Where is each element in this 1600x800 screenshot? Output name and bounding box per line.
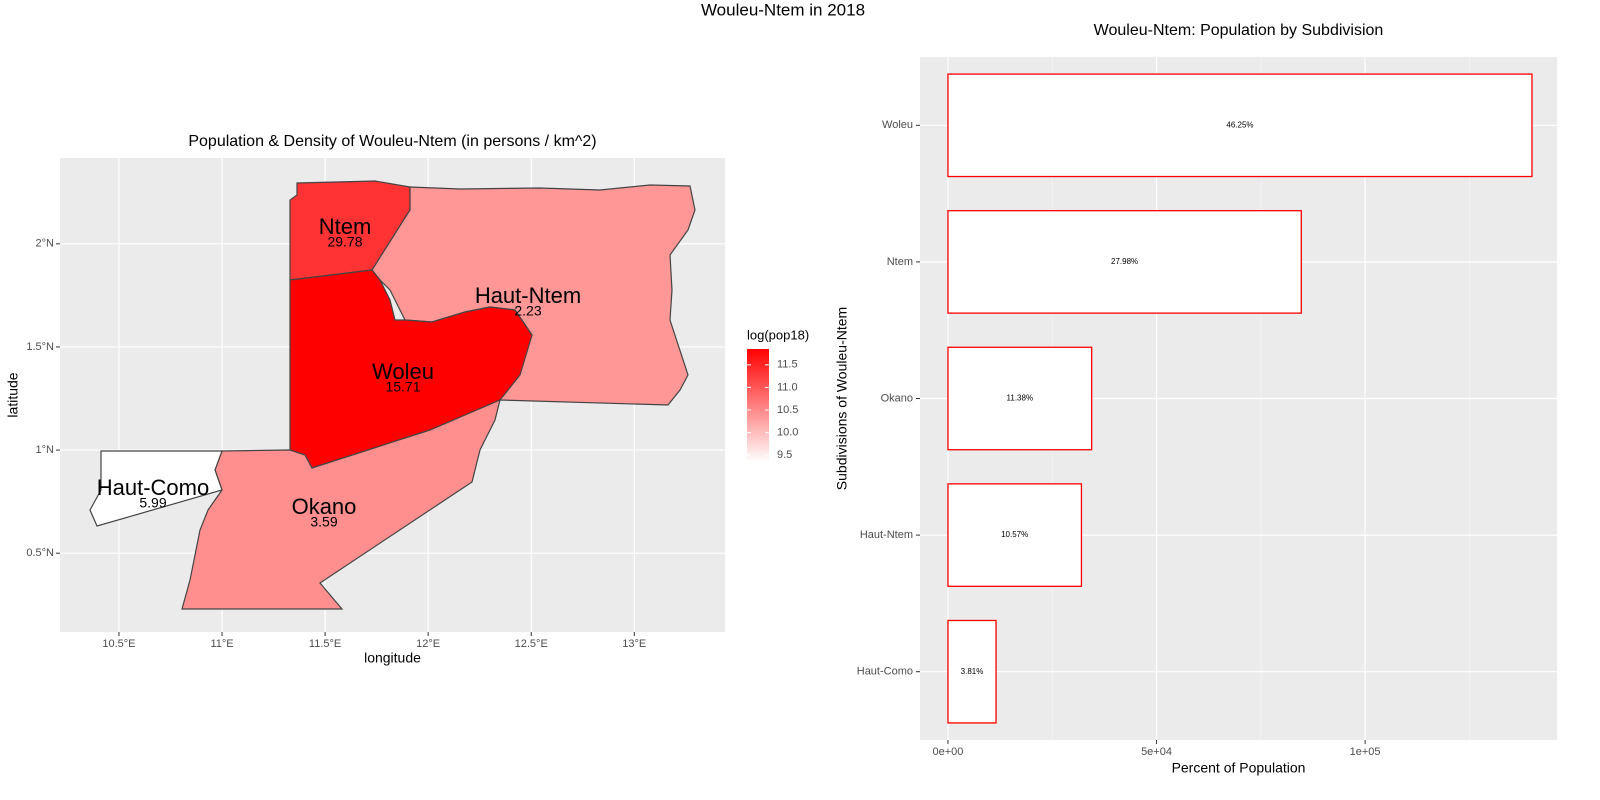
- region-density: 15.71: [385, 379, 420, 395]
- bar: [947, 210, 1302, 314]
- x-axis-label: longitude: [364, 650, 421, 666]
- x-tick-label: 11.5°E: [309, 638, 341, 650]
- region: [89, 450, 223, 527]
- y-tick-label: Woleu: [882, 119, 913, 131]
- x-tick-label: 10.5°E: [102, 638, 135, 650]
- y-axis-label: latitude: [5, 372, 21, 417]
- y-tick-label: 2°N: [36, 238, 55, 250]
- legend-tick-label: 10.0: [777, 427, 798, 439]
- figure-title: Wouleu-Ntem in 2018: [701, 0, 865, 19]
- x-tick-label: 13°E: [622, 638, 646, 650]
- x-tick-label: 12°E: [416, 638, 440, 650]
- y-tick-label: Okano: [881, 392, 913, 404]
- bar-label: 11.38%: [1007, 394, 1034, 403]
- region-name: Woleu: [372, 359, 434, 384]
- legend-colorbar: [747, 349, 769, 462]
- region-density: 29.78: [327, 234, 362, 250]
- bar: [947, 483, 1083, 587]
- region-density: 3.59: [310, 514, 337, 530]
- x-tick-label: 12.5°E: [515, 638, 548, 650]
- region-name: Okano: [292, 494, 357, 519]
- bar: [947, 73, 1533, 178]
- region-name: Haut-Ntem: [475, 283, 581, 308]
- region: [181, 398, 501, 610]
- x-tick-label: 11°E: [210, 638, 233, 650]
- legend-tick-label: 11.5: [777, 359, 798, 371]
- x-tick-label: 5e+04: [1141, 746, 1172, 758]
- bar-label: 3.81%: [961, 667, 984, 676]
- region: [371, 184, 696, 406]
- map-title: Population & Density of Wouleu-Ntem (in …: [188, 133, 596, 150]
- x-tick-label: 0e+00: [932, 746, 963, 758]
- bar-label: 10.57%: [1001, 530, 1028, 539]
- region-name: Haut-Como: [97, 475, 209, 500]
- y-tick-label: 0.5°N: [26, 547, 54, 559]
- legend-tick-label: 9.5: [777, 449, 792, 461]
- region-density: 5.99: [139, 495, 166, 511]
- x-tick-label: 1e+05: [1350, 746, 1381, 758]
- legend-title: log(pop18): [747, 327, 809, 342]
- region-name: Ntem: [319, 214, 372, 239]
- y-tick-label: 1.5°N: [26, 341, 54, 353]
- chart-title: Wouleu-Ntem: Population by Subdivision: [1094, 22, 1384, 39]
- legend-tick-label: 10.5: [777, 404, 798, 416]
- y-tick-label: Ntem: [887, 256, 913, 268]
- bar: [947, 346, 1093, 451]
- bar: [947, 619, 997, 724]
- bar-label: 27.98%: [1111, 257, 1138, 266]
- bar-label: 46.25%: [1226, 120, 1253, 129]
- y-axis-label: Subdivisions of Wouleu-Ntem: [834, 307, 850, 490]
- y-tick-label: 1°N: [36, 444, 55, 456]
- x-axis-label: Percent of Population: [1172, 760, 1306, 776]
- legend-tick-label: 11.0: [777, 381, 798, 393]
- region-density: 2.23: [514, 303, 541, 319]
- y-tick-label: Haut-Como: [857, 666, 913, 678]
- y-tick-label: Haut-Ntem: [860, 529, 913, 541]
